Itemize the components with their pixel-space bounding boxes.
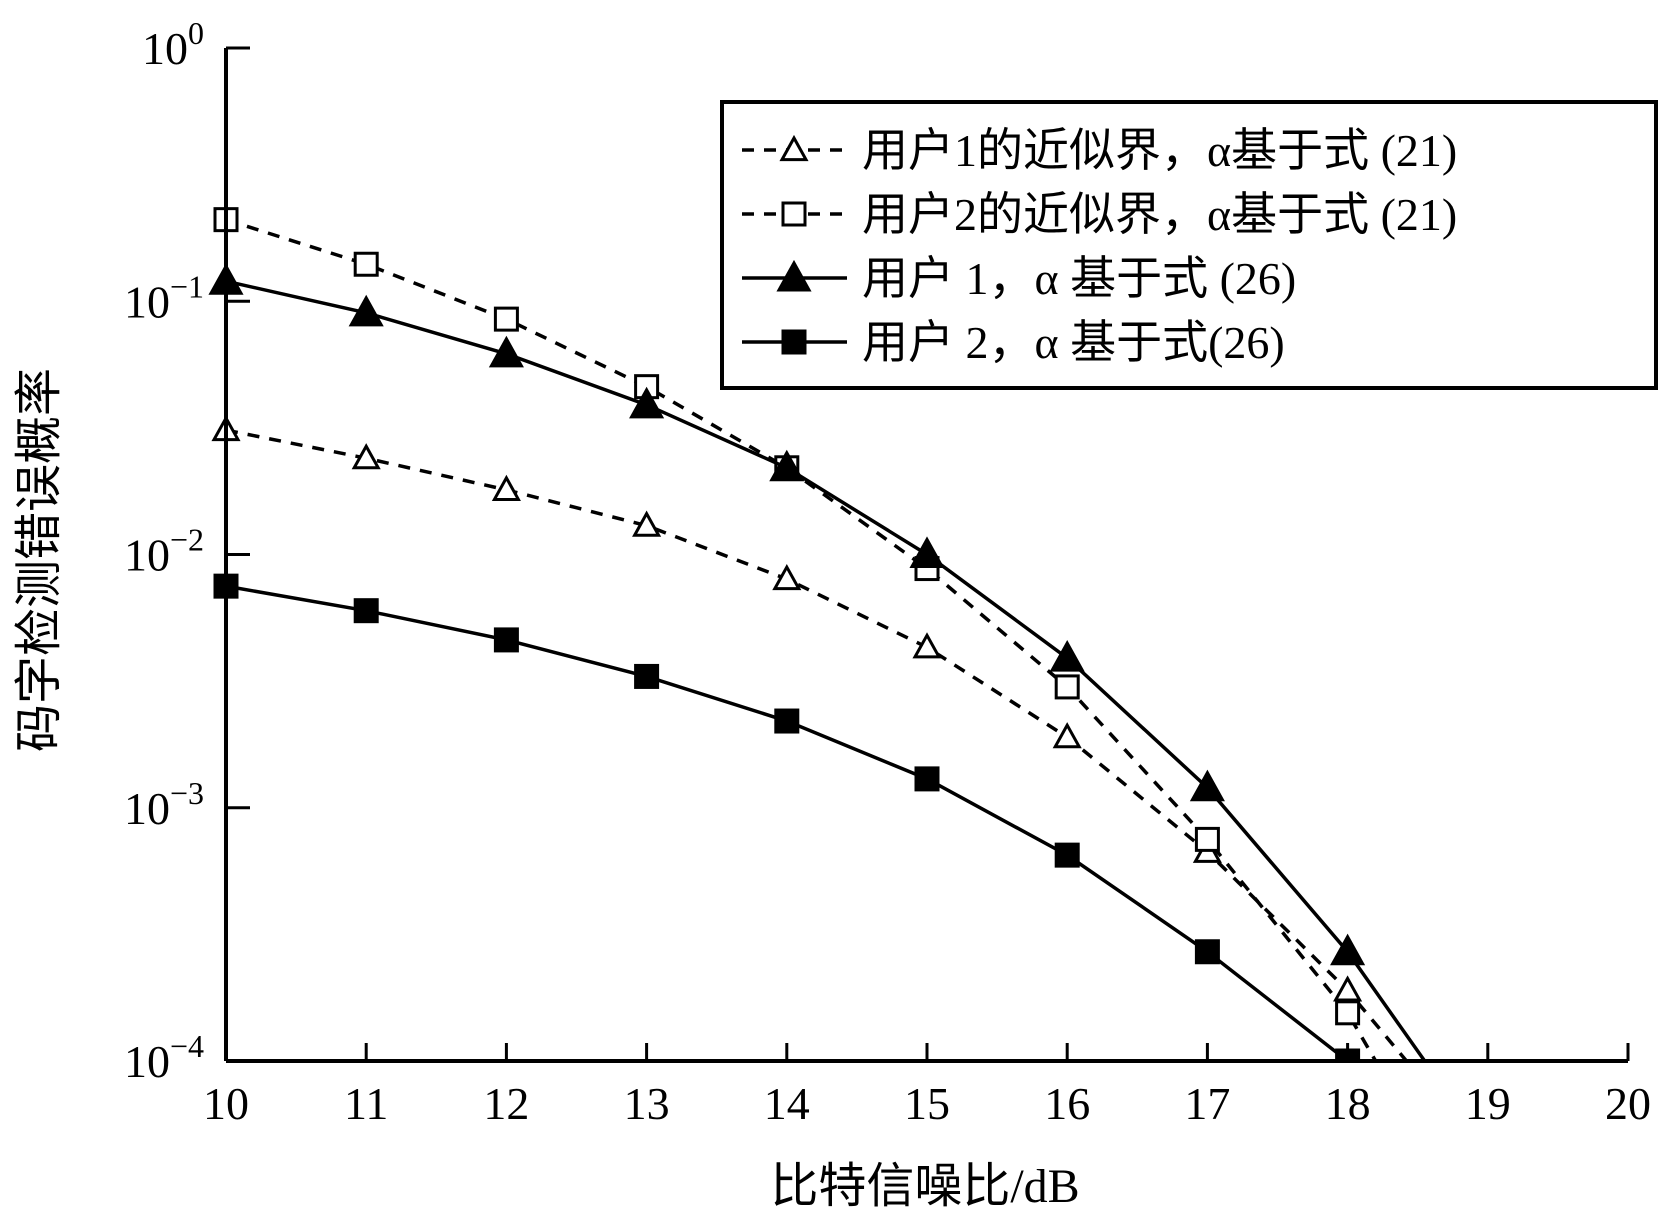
data-point-marker xyxy=(493,627,519,653)
x-tick-label: 15 xyxy=(904,1078,950,1129)
data-point-marker xyxy=(353,598,379,624)
x-tick-label: 10 xyxy=(203,1078,249,1129)
data-point-marker xyxy=(779,134,809,162)
data-point-marker xyxy=(1335,1000,1361,1026)
tick-layer: 10 11 12 13 14 15 16 17 18 19 20 100 10−1 10−2 10−3 10−… xyxy=(124,15,1651,1129)
data-point-marker xyxy=(769,449,805,482)
data-point-marker xyxy=(1054,842,1080,868)
series-line xyxy=(225,279,1427,1063)
legend-label: 用户2的近似界，α基于式 (21) xyxy=(862,189,1457,240)
x-tick-label: 13 xyxy=(624,1078,670,1129)
series-line xyxy=(225,217,1378,1062)
data-point-marker xyxy=(488,335,524,368)
data-point-marker xyxy=(1194,939,1220,965)
data-point-marker xyxy=(912,632,942,659)
y-tick-label: 100 xyxy=(142,15,204,74)
series-3 xyxy=(208,263,1427,1063)
data-point-marker xyxy=(629,386,665,419)
data-point-marker xyxy=(772,563,802,591)
data-point-marker xyxy=(1052,722,1082,749)
plot-series-layer xyxy=(208,207,1427,1063)
series-1 xyxy=(211,414,1408,1063)
data-point-marker xyxy=(1333,975,1363,1002)
data-point-marker xyxy=(1054,674,1080,700)
x-tick-label: 12 xyxy=(483,1078,529,1129)
legend-box xyxy=(720,100,1658,390)
series-line xyxy=(225,428,1408,1063)
y-tick-label: 10−3 xyxy=(124,775,204,834)
data-point-marker xyxy=(776,259,812,292)
data-point-marker xyxy=(1049,639,1085,672)
data-point-marker xyxy=(348,294,384,327)
data-point-marker xyxy=(914,766,940,792)
legend-label: 用户 2，α 基于式(26) xyxy=(862,317,1285,368)
legend-label: 用户 1，α 基于式 (26) xyxy=(862,253,1296,304)
y-tick-label: 10−4 xyxy=(124,1028,204,1087)
data-point-marker xyxy=(1194,826,1220,852)
series-line xyxy=(225,584,1349,1063)
data-point-marker xyxy=(781,329,807,355)
x-tick-label: 18 xyxy=(1325,1078,1371,1129)
legend: 用户1的近似界，α基于式 (21) 用户2的近似界，α基于式 (21) 用户 1，α… xyxy=(720,100,1658,390)
series-4 xyxy=(213,573,1361,1063)
data-point-marker xyxy=(774,708,800,734)
x-tick-label: 19 xyxy=(1465,1078,1511,1129)
data-point-marker xyxy=(634,663,660,689)
data-point-marker xyxy=(1330,933,1366,966)
data-point-marker xyxy=(493,306,519,332)
data-point-marker xyxy=(632,510,662,537)
data-point-marker xyxy=(1189,769,1225,802)
x-tick-label: 20 xyxy=(1605,1078,1651,1129)
x-tick-label: 17 xyxy=(1184,1078,1230,1129)
data-point-marker xyxy=(491,474,521,501)
data-point-marker xyxy=(351,443,381,470)
x-tick-label: 16 xyxy=(1044,1078,1090,1129)
x-tick-label: 11 xyxy=(344,1078,388,1129)
x-axis-title: 比特信噪比/dB xyxy=(770,1160,1079,1213)
y-tick-label: 10−2 xyxy=(124,522,204,581)
data-point-marker xyxy=(781,201,807,227)
legend-label: 用户1的近似界，α基于式 (21) xyxy=(862,125,1457,176)
y-axis-title: 码字检测错误概率 xyxy=(13,368,66,752)
data-point-marker xyxy=(909,536,945,568)
data-point-marker xyxy=(353,251,379,277)
x-tick-label: 14 xyxy=(764,1078,810,1129)
y-tick-label: 10−1 xyxy=(124,268,204,327)
